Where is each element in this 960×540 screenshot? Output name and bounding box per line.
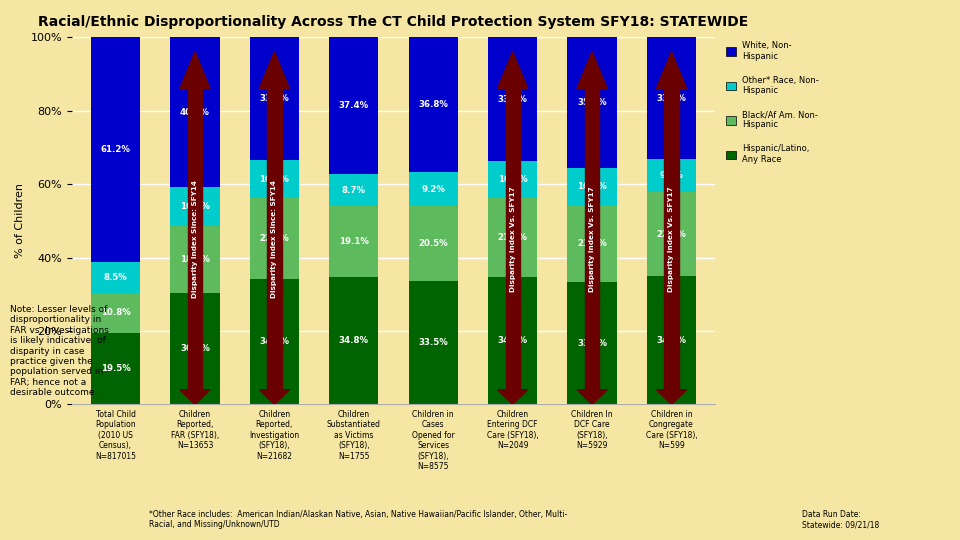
Text: 22.0%: 22.0% [259, 234, 289, 244]
Text: 33.2%: 33.2% [657, 93, 686, 103]
Text: Disparity Index Vs. SFY17: Disparity Index Vs. SFY17 [668, 186, 675, 292]
Bar [647, 192, 696, 276]
Text: 10.4%: 10.4% [259, 175, 289, 184]
Text: 18.3%: 18.3% [180, 255, 210, 264]
Text: Note: Lesser levels of
disproportionality in
FAR vs. Investigations
is likely in: Note: Lesser levels of disproportionalit… [10, 305, 108, 397]
Text: 9.2%: 9.2% [421, 185, 445, 194]
Text: 30.4%: 30.4% [180, 344, 210, 353]
Bar [250, 160, 299, 198]
Bar [250, 37, 299, 160]
Text: Data Run Date:
Statewide: 09/21/18: Data Run Date: Statewide: 09/21/18 [802, 510, 878, 529]
Text: Disparity Index Since: SFY14: Disparity Index Since: SFY14 [192, 180, 198, 298]
Bar [91, 37, 140, 262]
Polygon shape [259, 390, 290, 404]
Bar [91, 293, 140, 333]
Text: 40.9%: 40.9% [180, 108, 210, 117]
Bar [329, 276, 378, 404]
Text: 19.1%: 19.1% [339, 237, 369, 246]
Polygon shape [497, 390, 528, 404]
Bar [170, 293, 220, 404]
Bar [567, 282, 616, 404]
Bar [409, 37, 458, 172]
Text: 8.5%: 8.5% [104, 273, 128, 282]
Bar [91, 333, 140, 404]
Text: 8.7%: 8.7% [342, 186, 366, 195]
Bar [506, 89, 519, 390]
Bar [409, 206, 458, 281]
Text: 10.1%: 10.1% [577, 181, 607, 191]
Text: 61.2%: 61.2% [101, 145, 131, 154]
Text: 33.9%: 33.9% [497, 94, 528, 104]
Text: 10.8%: 10.8% [101, 308, 131, 318]
Bar [647, 276, 696, 404]
Text: 34.1%: 34.1% [259, 338, 289, 346]
Text: 33.4%: 33.4% [577, 339, 607, 348]
Bar [488, 161, 538, 198]
Bar [91, 262, 140, 293]
Text: 10.1%: 10.1% [498, 176, 528, 184]
Bar [567, 205, 616, 282]
Text: 35.5%: 35.5% [577, 98, 607, 107]
Text: 22.9%: 22.9% [657, 230, 686, 239]
Bar [170, 226, 220, 293]
Text: 10.4%: 10.4% [180, 202, 210, 211]
Text: 34.9%: 34.9% [657, 336, 686, 345]
Text: 20.5%: 20.5% [419, 239, 448, 248]
Bar [250, 279, 299, 404]
Text: *Other Race includes:  American Indian/Alaskan Native, Asian, Native Hawaiian/Pa: *Other Race includes: American Indian/Al… [149, 510, 567, 529]
Bar [567, 167, 616, 205]
Polygon shape [577, 390, 607, 404]
Bar [488, 277, 538, 404]
Text: Disparity Index Vs. SFY17: Disparity Index Vs. SFY17 [589, 186, 595, 292]
Text: 36.8%: 36.8% [419, 100, 448, 109]
Bar [647, 159, 696, 192]
Bar [188, 89, 203, 390]
Bar [664, 89, 679, 390]
Text: 33.5%: 33.5% [419, 339, 448, 347]
Bar [329, 37, 378, 174]
Bar [409, 172, 458, 206]
Bar [488, 37, 538, 161]
Text: 19.5%: 19.5% [101, 364, 131, 373]
Title: Racial/Ethnic Disproportionality Across The CT Child Protection System SFY18: ST: Racial/Ethnic Disproportionality Across … [38, 15, 749, 29]
Polygon shape [657, 390, 686, 404]
Bar [267, 89, 281, 390]
Text: 9.0%: 9.0% [660, 171, 684, 180]
Polygon shape [259, 52, 290, 89]
Text: 21.0%: 21.0% [577, 239, 607, 248]
Bar [329, 174, 378, 206]
Bar [250, 198, 299, 279]
Polygon shape [180, 52, 210, 89]
Text: Disparity Index Vs. SFY17: Disparity Index Vs. SFY17 [510, 186, 516, 292]
Text: 34.7%: 34.7% [497, 336, 528, 345]
Polygon shape [497, 52, 528, 89]
Y-axis label: % of Children: % of Children [15, 183, 25, 258]
Text: Disparity Index Since: SFY14: Disparity Index Since: SFY14 [272, 180, 277, 298]
Bar [329, 206, 378, 276]
Bar [585, 89, 599, 390]
Bar [170, 187, 220, 226]
Polygon shape [577, 52, 607, 89]
Text: 34.8%: 34.8% [339, 336, 369, 345]
Text: 33.5%: 33.5% [259, 94, 289, 103]
Bar [647, 37, 696, 159]
Text: 21.4%: 21.4% [497, 233, 528, 242]
Text: 37.4%: 37.4% [339, 102, 369, 110]
Polygon shape [180, 390, 210, 404]
Bar [488, 198, 538, 277]
Bar [567, 37, 616, 167]
Polygon shape [657, 52, 686, 89]
Bar [409, 281, 458, 404]
Bar [170, 37, 220, 187]
Legend: White, Non-
Hispanic, Other* Race, Non-
Hispanic, Black/Af Am. Non-
Hispanic, Hi: White, Non- Hispanic, Other* Race, Non- … [726, 41, 819, 164]
